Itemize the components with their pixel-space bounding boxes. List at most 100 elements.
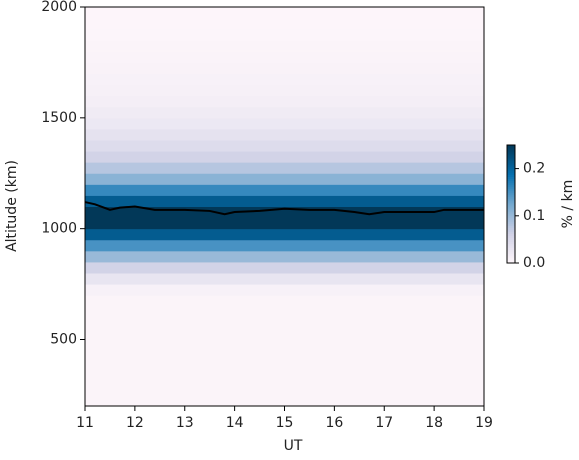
heatmap-cell bbox=[85, 239, 484, 252]
colorbar-swatch bbox=[507, 229, 515, 233]
colorbar-swatch bbox=[507, 237, 515, 240]
heatmap-cell bbox=[85, 7, 484, 19]
colorbar-swatch bbox=[507, 247, 515, 250]
colorbar-swatch bbox=[507, 168, 515, 172]
x-axis-label: UT bbox=[284, 438, 303, 454]
colorbar-swatch bbox=[507, 207, 515, 211]
colorbar-swatch bbox=[507, 148, 515, 152]
heatmap-cell bbox=[85, 151, 484, 163]
heatmap-cell bbox=[85, 195, 484, 207]
colorbar-swatch bbox=[507, 213, 515, 217]
colorbar-swatch bbox=[507, 176, 515, 179]
heatmap-cell bbox=[85, 250, 484, 263]
colorbar-swatch bbox=[507, 205, 515, 209]
colorbar-swatch bbox=[507, 192, 515, 195]
colorbar-swatch bbox=[507, 241, 515, 244]
colorbar-swatch bbox=[507, 166, 515, 170]
colorbar-swatch bbox=[507, 160, 515, 164]
x-tick-label: 19 bbox=[475, 415, 493, 431]
heatmap-cell bbox=[85, 273, 484, 285]
colorbar-swatch bbox=[507, 204, 515, 207]
colorbar-swatch bbox=[507, 253, 515, 256]
heatmap-cell bbox=[85, 140, 484, 152]
heatmap-cell bbox=[85, 173, 484, 185]
heatmap-cell bbox=[85, 51, 484, 63]
y-tick-label: 1000 bbox=[41, 221, 77, 237]
x-tick-label: 12 bbox=[126, 415, 144, 431]
colorbar-swatch bbox=[507, 146, 515, 150]
y-tick-label: 500 bbox=[50, 332, 77, 348]
colorbar-tick-label: 0.0 bbox=[523, 255, 545, 271]
colorbar-label: % / km bbox=[560, 180, 576, 229]
colorbar-swatch bbox=[507, 245, 515, 248]
heatmap-cell bbox=[85, 317, 484, 329]
heatmap-cell bbox=[85, 306, 484, 318]
peak-line bbox=[84, 201, 484, 216]
colorbar-swatch bbox=[507, 162, 515, 166]
colorbar-swatch bbox=[507, 184, 515, 187]
colorbar-swatch bbox=[507, 145, 515, 148]
colorbar-swatch bbox=[507, 170, 515, 174]
heatmap-cell bbox=[85, 62, 484, 74]
colorbar-swatch bbox=[507, 233, 515, 236]
colorbar-swatch bbox=[507, 223, 515, 227]
heatmap-cell bbox=[85, 228, 484, 241]
heatmap-cell bbox=[85, 106, 484, 119]
colorbar-swatch bbox=[507, 200, 515, 203]
heatmap-cell bbox=[85, 29, 484, 41]
heatmap-cell bbox=[85, 206, 484, 219]
colorbar-swatch bbox=[507, 190, 515, 193]
heatmap-cell bbox=[85, 18, 484, 30]
colorbar-swatch bbox=[507, 239, 515, 242]
x-tick-label: 16 bbox=[325, 415, 343, 431]
colorbar-swatch bbox=[507, 257, 515, 260]
colorbar-tick-label: 0.2 bbox=[523, 161, 545, 177]
colorbar-swatch bbox=[507, 211, 515, 215]
y-tick-label: 2000 bbox=[41, 0, 77, 15]
x-tick-label: 14 bbox=[226, 415, 244, 431]
colorbar-swatch bbox=[507, 154, 515, 158]
heatmap-cell bbox=[85, 350, 484, 363]
heatmap-cell bbox=[85, 84, 484, 97]
colorbar-swatch bbox=[507, 259, 515, 262]
colorbar-swatch bbox=[507, 188, 515, 191]
x-tick-label: 18 bbox=[425, 415, 443, 431]
heatmap-cell bbox=[85, 73, 484, 86]
colorbar-swatch bbox=[507, 261, 515, 264]
heatmap-cell bbox=[85, 328, 484, 340]
colorbar-swatch bbox=[507, 255, 515, 258]
heatmap-cell bbox=[85, 339, 484, 352]
colorbar-swatch bbox=[507, 249, 515, 252]
heatmap-cell bbox=[85, 40, 484, 52]
colorbar-swatch bbox=[507, 198, 515, 201]
x-tick-label: 11 bbox=[76, 415, 94, 431]
heatmap-cell bbox=[85, 217, 484, 230]
colorbar-swatch bbox=[507, 196, 515, 199]
x-tick-label: 15 bbox=[276, 415, 294, 431]
x-tick-label: 13 bbox=[176, 415, 194, 431]
colorbar-swatch bbox=[507, 158, 515, 162]
colorbar-swatch bbox=[507, 182, 515, 185]
colorbar-swatch bbox=[507, 172, 515, 175]
heatmap-cell bbox=[85, 261, 484, 274]
heatmap-cell bbox=[85, 117, 484, 130]
colorbar-swatch bbox=[507, 227, 515, 231]
heatmap-cell bbox=[85, 372, 484, 385]
colorbar-tick-label: 0.1 bbox=[523, 208, 545, 224]
colorbar-swatch bbox=[507, 202, 515, 205]
colorbar-swatch bbox=[507, 225, 515, 229]
colorbar-swatch bbox=[507, 164, 515, 168]
colorbar-swatch bbox=[507, 150, 515, 154]
heatmap-cell bbox=[85, 383, 484, 396]
heatmap-cell bbox=[85, 361, 484, 374]
colorbar-swatch bbox=[507, 243, 515, 246]
colorbar-swatch bbox=[507, 152, 515, 156]
colorbar-swatch bbox=[507, 209, 515, 213]
colorbar-swatch bbox=[507, 221, 515, 225]
heatmap-cell bbox=[85, 284, 484, 296]
colorbar-swatch bbox=[507, 180, 515, 183]
colorbar-frame bbox=[506, 144, 516, 264]
x-tick-label: 17 bbox=[375, 415, 393, 431]
colorbar-swatch bbox=[507, 231, 515, 234]
